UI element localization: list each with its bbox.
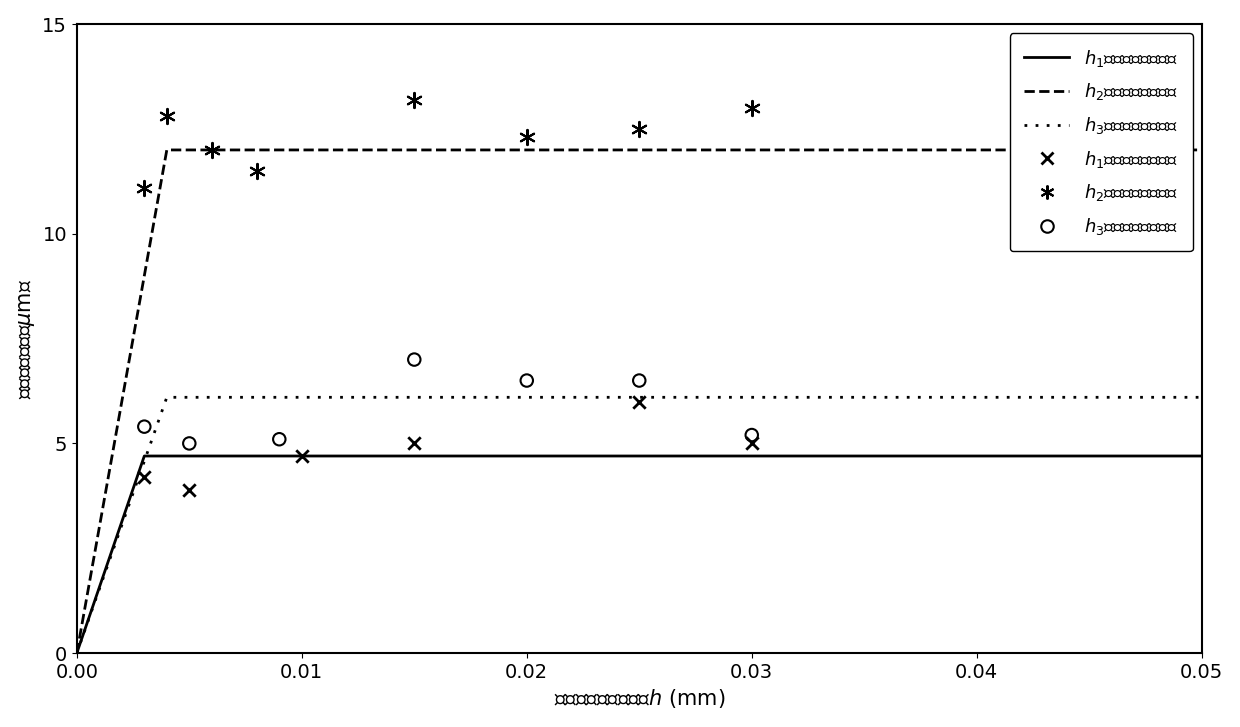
Point [134,421,154,433]
Point [742,438,761,449]
X-axis label: 瞬时未变型切层厚度$h$ (mm): 瞬时未变型切层厚度$h$ (mm) [553,687,725,710]
Point [134,182,154,193]
Point [404,94,424,105]
Point [742,103,761,114]
Y-axis label: 死区顶点位置（$\mu$m）: 死区顶点位置（$\mu$m） [16,278,37,398]
Point [202,144,222,156]
Point [247,165,267,177]
Point [291,450,311,462]
Legend: $h_{1}$（本发明预测值）, $h_{2}$（本发明预测值）, $h_{3}$（本发明预测值）, $h_{1}$（有限元仿真值）, $h_{2}$（有限元仿: $h_{1}$（本发明预测值）, $h_{2}$（本发明预测值）, $h_{3}… [1009,33,1193,252]
Point [630,395,650,407]
Point [269,433,289,445]
Point [404,354,424,366]
Point [157,111,177,122]
Point [180,438,200,449]
Point [630,374,650,386]
Point [517,374,537,386]
Point [517,132,537,143]
Point [630,123,650,134]
Point [180,483,200,495]
Point [134,471,154,483]
Point [404,438,424,449]
Point [742,429,761,441]
